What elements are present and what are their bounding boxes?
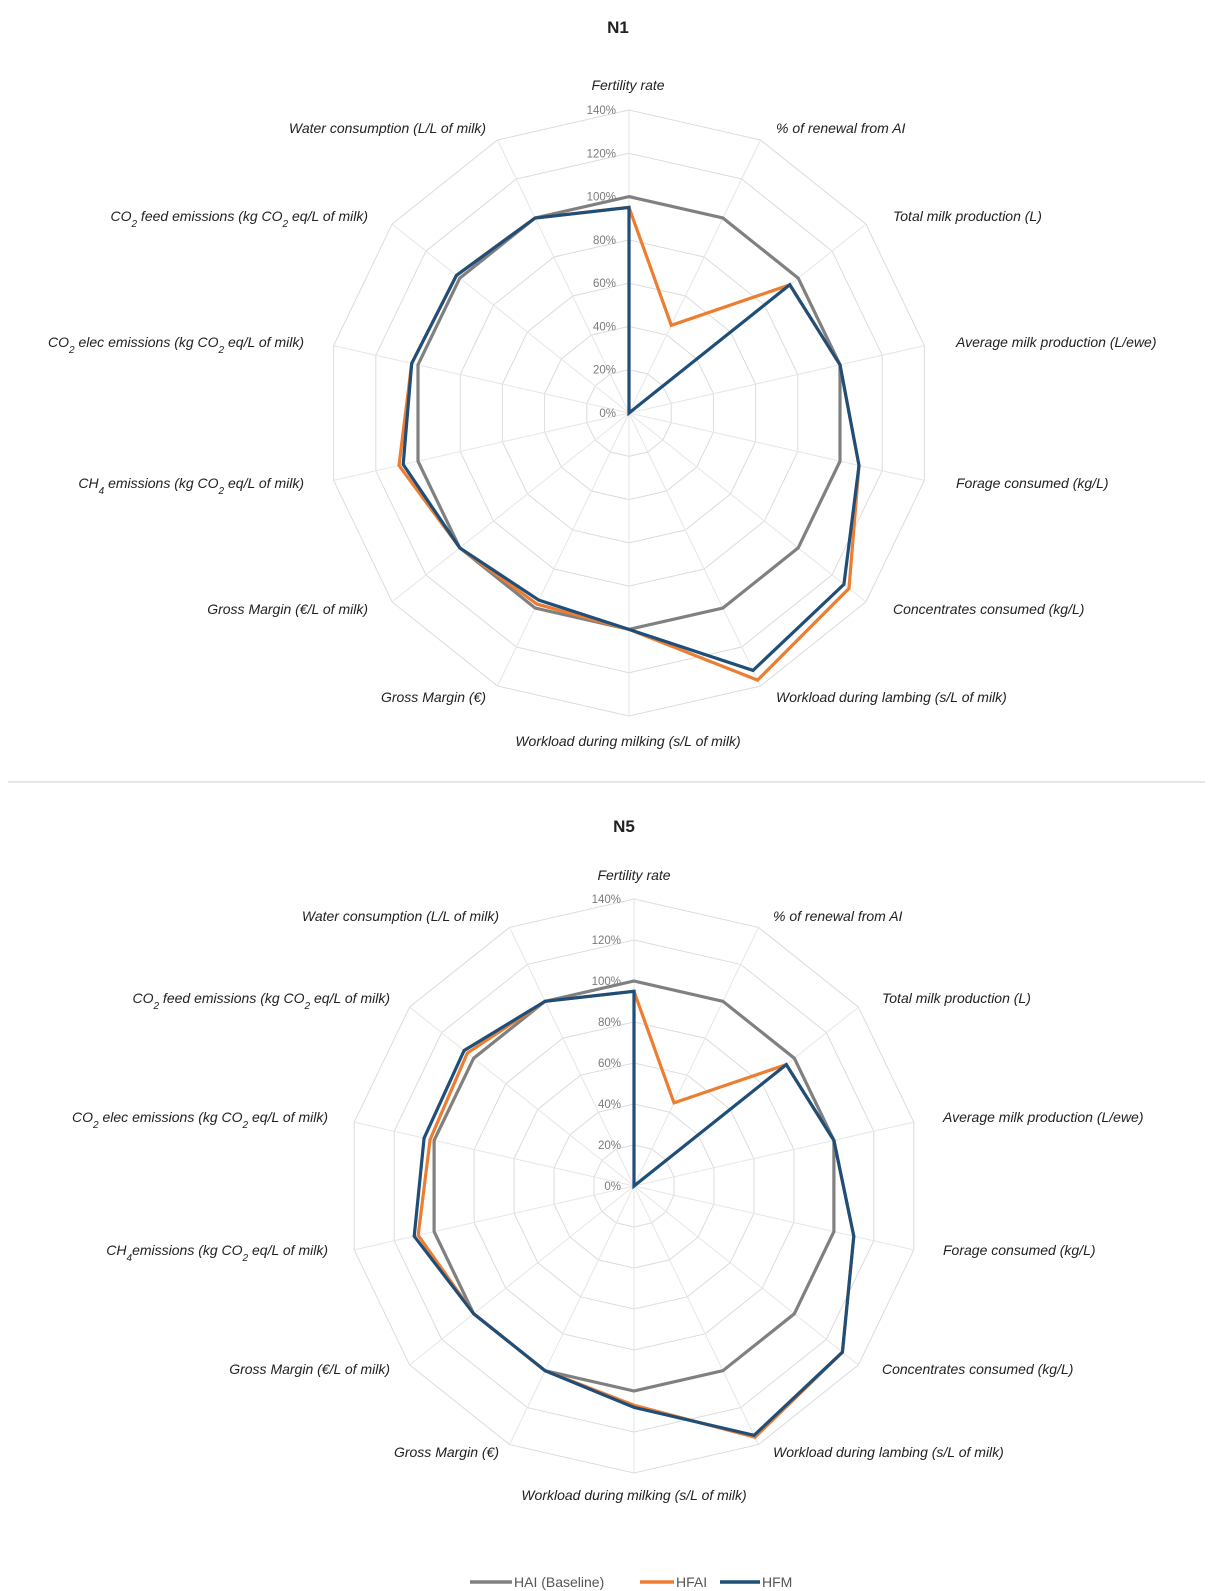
chart-title: N1 (607, 18, 629, 37)
axis-label: Water consumption (L/L of milk) (302, 908, 499, 924)
legend: HAI (Baseline) HFAI HFM (470, 1574, 792, 1590)
tick-label: 20% (593, 365, 616, 377)
tick-label: 140% (592, 894, 621, 906)
radar-spoke (633, 1185, 859, 1366)
axis-label: Total milk production (L) (882, 990, 1031, 1006)
legend-label: HAI (Baseline) (514, 1574, 604, 1590)
series-hfai (416, 989, 856, 1439)
axis-label: Forage consumed (kg/L) (956, 475, 1109, 491)
radar-spoke (628, 345, 925, 414)
axis-label: CO2 feed emissions (kg CO2 eq/L of milk) (132, 990, 390, 1012)
axis-label: Water consumption (L/L of milk) (289, 120, 486, 136)
radar-spoke (633, 1185, 914, 1251)
axis-label: Workload during lambing (s/L of milk) (773, 1444, 1004, 1460)
radar-spoke (391, 223, 630, 414)
axis-label: Workload during milking (s/L of milk) (521, 1487, 746, 1503)
axis-label: Total milk production (L) (893, 208, 1042, 224)
radar-spoke (497, 139, 630, 414)
tick-label: 120% (587, 148, 616, 160)
radar-spoke (354, 1185, 635, 1251)
axis-label: CO2 elec emissions (kg CO2 eq/L of milk) (72, 1109, 328, 1131)
radar-spoke (354, 1121, 635, 1187)
legend-label: HFAI (676, 1574, 707, 1590)
tick-label: 20% (598, 1140, 621, 1152)
axis-label: Concentrates consumed (kg/L) (893, 601, 1084, 617)
radar-spoke (628, 412, 867, 603)
axis-label: % of renewal from AI (776, 120, 906, 136)
radar-spoke (333, 412, 630, 481)
axis-label: Concentrates consumed (kg/L) (882, 1361, 1073, 1377)
radar-chart-n1: N1 0%20%40%60%80%100%120%140%Fertility r… (48, 18, 1156, 749)
radar-spoke (391, 412, 630, 603)
axis-label: % of renewal from AI (773, 908, 903, 924)
axis-label: Gross Margin (€) (394, 1444, 499, 1460)
tick-label: 0% (599, 408, 616, 420)
radar-spoke (409, 1185, 635, 1366)
tick-label: 120% (592, 935, 621, 947)
radar-spoke (633, 1185, 759, 1445)
tick-label: 60% (593, 278, 616, 290)
tick-label: 0% (604, 1181, 621, 1193)
radar-spoke (628, 412, 925, 481)
axis-label: Fertility rate (597, 867, 670, 883)
legend-label: HFM (762, 1574, 792, 1590)
series-hfm (412, 989, 856, 1438)
radar-chart-n5: N5 0%20%40%60%80%100%120%140%Fertility r… (72, 817, 1143, 1503)
axis-label: CO2 feed emissions (kg CO2 eq/L of milk) (110, 208, 368, 230)
axis-label: Gross Margin (€/L of milk) (229, 1361, 390, 1377)
tick-label: 80% (598, 1017, 621, 1029)
radar-spoke (628, 412, 761, 687)
radar-spoke (628, 139, 761, 414)
radar-spoke (633, 1121, 914, 1187)
axis-label: Gross Margin (€) (381, 689, 486, 705)
chart-title: N5 (613, 817, 635, 836)
axis-label: Fertility rate (591, 77, 664, 93)
axis-label: Average milk production (L/ewe) (955, 334, 1157, 350)
radar-spoke (497, 412, 630, 687)
axis-label: CH4emissions (kg CO2 eq/L of milk) (106, 1242, 328, 1264)
axis-label: CO2 elec emissions (kg CO2 eq/L of milk) (48, 334, 304, 356)
axis-label: CH4 emissions (kg CO2 eq/L of milk) (78, 475, 304, 497)
tick-label: 40% (593, 321, 616, 333)
tick-label: 60% (598, 1058, 621, 1070)
axis-label: Workload during lambing (s/L of milk) (776, 689, 1007, 705)
tick-label: 40% (598, 1099, 621, 1111)
radar-spoke (633, 927, 759, 1187)
radar-spoke (409, 1006, 635, 1187)
axis-label: Gross Margin (€/L of milk) (207, 601, 368, 617)
radar-spoke (509, 1185, 635, 1445)
radar-spoke (333, 345, 630, 414)
tick-label: 80% (593, 235, 616, 247)
axis-label: Workload during milking (s/L of milk) (515, 733, 740, 749)
tick-label: 140% (587, 105, 616, 117)
series-hfm (401, 205, 861, 673)
radar-spoke (509, 927, 635, 1187)
axis-label: Average milk production (L/ewe) (942, 1109, 1144, 1125)
axis-label: Forage consumed (kg/L) (943, 1242, 1096, 1258)
series-hai-baseline (432, 979, 836, 1393)
